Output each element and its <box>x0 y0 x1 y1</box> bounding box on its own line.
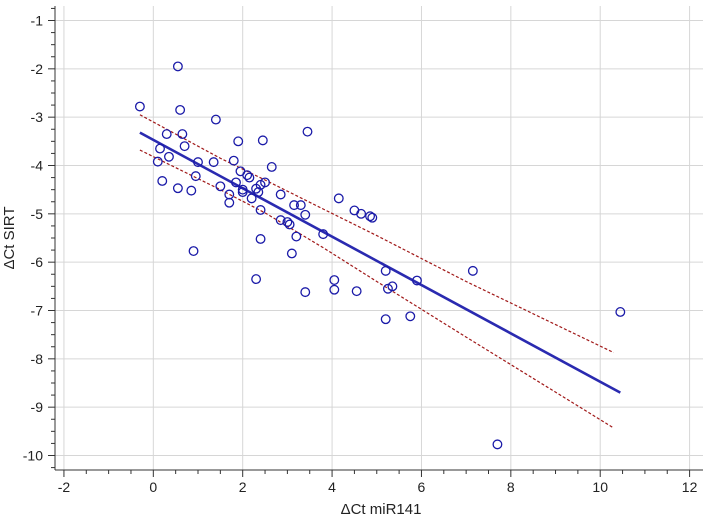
x-axis-ticks: -2 0 2 4 6 8 10 12 <box>58 470 698 495</box>
data-point <box>242 170 253 181</box>
data-point <box>255 234 266 244</box>
regression-line-group <box>139 131 621 394</box>
data-point <box>208 157 219 168</box>
data-point <box>244 172 255 183</box>
data-point <box>275 215 286 226</box>
x-axis-label: ΔCt miR141 <box>341 501 422 518</box>
data-point <box>266 161 277 172</box>
data-point <box>302 126 313 137</box>
data-point <box>412 275 422 286</box>
data-point <box>233 136 244 147</box>
data-point <box>190 171 201 182</box>
data-point <box>282 217 293 228</box>
y-axis-ticks: -1 -2 -3 -4 -5 -6 -7 -8 -9 -10 <box>23 7 55 469</box>
data-point <box>300 287 311 298</box>
data-point <box>152 156 163 167</box>
data-point <box>318 229 329 240</box>
data-point <box>172 61 183 72</box>
x-tick-label: 4 <box>328 479 336 495</box>
data-point <box>246 193 257 204</box>
data-point <box>177 129 188 140</box>
x-tick-label: 10 <box>592 479 608 495</box>
data-point <box>405 311 416 322</box>
x-tick-label: 12 <box>682 479 698 495</box>
data-point <box>251 274 262 285</box>
data-point <box>329 275 340 286</box>
data-point <box>284 219 295 230</box>
data-point <box>255 205 266 215</box>
y-tick-label: -2 <box>31 61 44 77</box>
x-tick-label: 8 <box>507 479 515 495</box>
data-point <box>467 265 478 276</box>
data-point <box>351 286 362 297</box>
y-tick-label: -8 <box>31 351 44 367</box>
data-point <box>295 200 306 211</box>
y-axis-label: ΔCt SIRT <box>1 206 18 269</box>
data-point <box>161 129 172 140</box>
data-point <box>179 141 190 152</box>
data-point <box>134 101 145 112</box>
data-point <box>186 185 197 196</box>
y-tick-label: -10 <box>23 448 43 464</box>
data-point <box>175 104 186 115</box>
data-point <box>286 248 297 259</box>
x-tick-label: 6 <box>418 479 426 495</box>
data-point <box>215 181 226 192</box>
data-point <box>253 187 264 198</box>
y-tick-label: -7 <box>31 303 44 319</box>
regression-line <box>139 131 621 394</box>
ci-upper-curve <box>139 114 614 354</box>
confidence-band <box>139 114 614 429</box>
y-tick-label: -1 <box>31 13 44 29</box>
data-point <box>260 177 270 188</box>
y-tick-label: -5 <box>31 206 44 222</box>
data-points <box>134 61 626 450</box>
data-point <box>157 176 168 186</box>
data-point <box>210 114 221 125</box>
data-point <box>492 439 503 450</box>
data-point <box>228 155 239 166</box>
data-point <box>365 211 376 222</box>
y-tick-label: -4 <box>31 158 44 174</box>
data-point <box>275 189 286 200</box>
y-tick-label: -3 <box>31 109 44 125</box>
data-point <box>224 197 235 208</box>
data-point <box>231 177 241 188</box>
data-point <box>291 231 302 242</box>
data-point <box>237 187 248 198</box>
data-point <box>193 157 203 168</box>
data-point <box>329 284 340 295</box>
data-point <box>257 135 268 146</box>
data-point <box>289 200 300 211</box>
data-point <box>387 281 398 292</box>
data-point <box>155 143 165 154</box>
data-point <box>188 246 199 257</box>
ci-lower-curve <box>139 149 614 429</box>
y-tick-label: -9 <box>31 399 44 415</box>
data-point <box>333 193 344 204</box>
data-point <box>615 307 626 317</box>
data-point <box>172 183 183 194</box>
x-tick-label: -2 <box>58 479 71 495</box>
x-tick-label: 0 <box>149 479 157 495</box>
data-point <box>380 314 391 325</box>
data-point <box>356 208 367 219</box>
y-tick-label: -6 <box>31 254 44 270</box>
data-point <box>164 151 174 162</box>
x-tick-label: 2 <box>239 479 247 495</box>
data-point <box>300 209 311 220</box>
data-point <box>380 265 391 276</box>
data-point <box>367 212 378 223</box>
